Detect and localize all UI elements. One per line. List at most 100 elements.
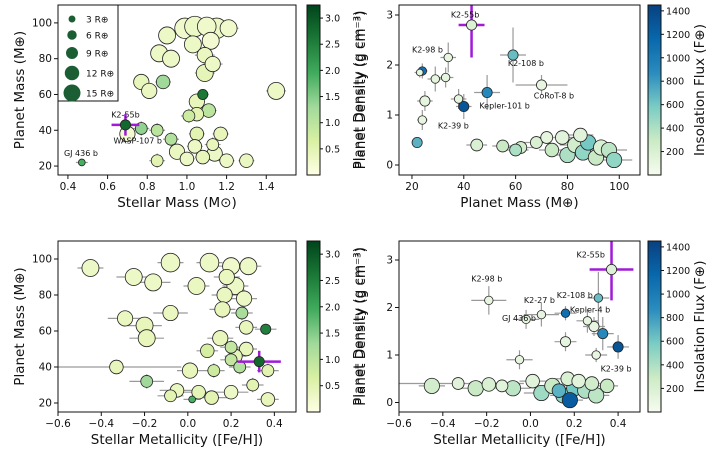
x-tick-label: 80 [561, 181, 574, 193]
data-point [188, 395, 196, 404]
data-point [78, 158, 86, 167]
panel-p1: K2-55b WASP-107 b GJ 436 b 0.4 0.6 0.8 1.0 1.2 1… [12, 4, 367, 211]
data-point [160, 252, 181, 273]
data-point [496, 139, 510, 153]
data-point [453, 94, 464, 104]
data-point [544, 142, 560, 158]
data-point [239, 320, 254, 335]
x-axis-title: Planet Mass (M⊕) [460, 195, 578, 211]
colorbar-tick-label: 1000 [666, 290, 690, 301]
x-tick-label: 0.2 [566, 418, 583, 430]
legend-marker [66, 47, 78, 59]
annotation-label: K2-108 b [557, 291, 593, 300]
data-point [189, 126, 205, 142]
data-point [521, 314, 531, 325]
data-point [117, 310, 134, 327]
data-point [451, 377, 465, 390]
data-point [212, 330, 229, 347]
legend-marker [64, 65, 80, 81]
y-tick-label: 1 [386, 350, 393, 362]
data-point [235, 306, 249, 320]
legend-label: 3 R⊕ [86, 16, 108, 26]
data-point [560, 336, 572, 348]
data-point [201, 103, 216, 118]
x-axis-title: Stellar Mass (M⊙) [117, 195, 237, 211]
data-point [109, 359, 124, 375]
data-point [219, 19, 238, 38]
data-point [199, 252, 220, 273]
colorbar-gradient [306, 240, 321, 413]
y-tick-label: 20 [39, 398, 52, 410]
x-tick-label: 1.2 [218, 181, 235, 193]
data-point [239, 257, 258, 276]
data-point [195, 149, 210, 165]
data-point [525, 373, 540, 389]
axes-frame [57, 240, 297, 413]
colorbar-tick-label: 800 [666, 77, 684, 88]
plot-area [58, 252, 281, 407]
data-point [207, 364, 221, 377]
colorbar-tick-label: 3.0 [325, 14, 340, 25]
x-tick-label: −0.4 [89, 418, 115, 430]
data-point [514, 355, 525, 365]
x-tick-label: 1.0 [179, 181, 196, 193]
data-point [591, 350, 601, 360]
colorbar-tick-label: 600 [666, 100, 684, 111]
data-point [81, 259, 100, 277]
data-point [216, 286, 233, 304]
colorbar-tick-label: 1200 [666, 266, 690, 277]
data-point [267, 81, 286, 100]
annotation-label: K2-27 b [524, 296, 555, 305]
colorbar: 0.5 1.0 1.5 2.0 2.5 3.0 Planet Density (g cm⁻³… [306, 240, 367, 413]
data-point [560, 308, 571, 318]
data-point [200, 343, 215, 359]
annotation-label: K2-98 b [471, 274, 502, 283]
data-point [599, 378, 615, 394]
data-point [187, 277, 206, 295]
colorbar-tick-label: 1.5 [325, 92, 340, 103]
x-tick-label: 0.4 [610, 418, 627, 430]
plot-area: K2-55b WASP-107 b GJ 436 b [64, 15, 287, 168]
data-point [606, 151, 623, 169]
colorbar-tick-label: 400 [666, 124, 684, 135]
data-point [260, 323, 272, 335]
colorbar-tick-label: 1200 [666, 30, 690, 41]
annotation-label: K2-55b [111, 111, 139, 120]
annotation-label: Kepler-4 b [570, 305, 610, 314]
data-point [239, 341, 254, 357]
colorbar-tick-label: 200 [666, 147, 684, 158]
annotation-label: GJ 436 b [502, 314, 536, 323]
data-point [158, 26, 176, 45]
data-point [484, 295, 494, 306]
data-point [470, 138, 484, 152]
data-point [141, 82, 158, 99]
highlight-point [466, 19, 478, 31]
x-axis-title: Stellar Metallicity ([Fe/H]) [91, 432, 263, 448]
data-point [588, 320, 600, 332]
x-tick-label: 100 [609, 181, 629, 193]
colorbar-tick-label: 1.0 [325, 118, 340, 129]
data-point [223, 385, 239, 400]
data-point [162, 49, 180, 68]
panel-p4: K2-55b K2-98 b K2-108 bK2-27 b Kepler-4 b GJ… [353, 240, 708, 448]
y-tick-label: 20 [39, 161, 52, 173]
colorbar-tick-label: 400 [666, 360, 684, 371]
colorbar-label: Planet Density (g cm⁻³) [351, 11, 367, 170]
colorbar-tick-label: 2.0 [325, 302, 340, 313]
data-point [423, 377, 440, 394]
colorbar-label: Insolation Flux (F⊕) [692, 24, 708, 156]
x-tick-label: 0.0 [522, 418, 539, 430]
data-point [509, 143, 522, 157]
y-tick-label: 100 [32, 17, 52, 29]
data-point [236, 290, 253, 307]
data-point [187, 139, 203, 154]
colorbar-tick-label: 600 [666, 337, 684, 348]
data-point [204, 56, 221, 73]
y-tick-label: 0 [386, 397, 393, 409]
highlight-point [606, 263, 618, 275]
y-tick-label: 2 [386, 302, 393, 314]
data-point [411, 136, 423, 148]
legend-marker [63, 84, 81, 102]
